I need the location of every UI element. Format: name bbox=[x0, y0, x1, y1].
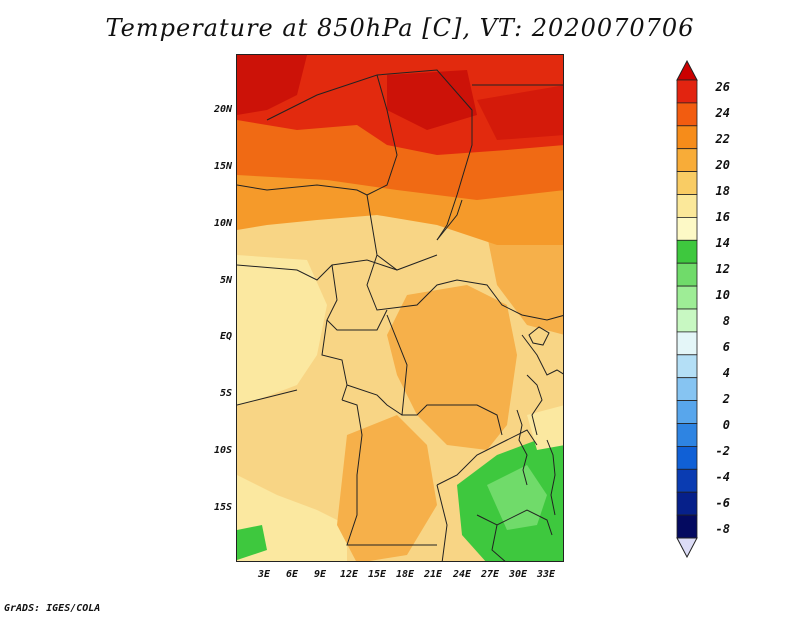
colorbar-label-8: 8 bbox=[722, 314, 730, 328]
colorbar-label-14: 14 bbox=[715, 236, 730, 250]
colorbar-label-minus-8: -8 bbox=[715, 522, 730, 536]
colorbar-label-12: 12 bbox=[715, 262, 730, 276]
band-26-plus-central bbox=[387, 70, 477, 130]
colorbar-label-26: 26 bbox=[715, 80, 730, 94]
colorbar-label-2: 2 bbox=[722, 392, 730, 406]
colorbar-label-18: 18 bbox=[715, 184, 730, 198]
lat-label-5n: 5N bbox=[219, 275, 232, 286]
band-14-16-west bbox=[237, 255, 327, 405]
lat-label-eq: EQ bbox=[219, 331, 232, 342]
colorbar-bottom-triangle bbox=[676, 537, 698, 558]
lon-label-15e: 15E bbox=[367, 569, 387, 580]
colorbar-label-4: 4 bbox=[722, 366, 730, 380]
band-18-20-south bbox=[337, 415, 437, 561]
lat-label-15s: 15S bbox=[213, 502, 232, 513]
colorbar-label-10: 10 bbox=[715, 288, 730, 302]
lon-label-30e: 30E bbox=[508, 569, 528, 580]
band-26-plus-east bbox=[477, 85, 563, 140]
colorbar-label-minus-6: -6 bbox=[715, 496, 730, 510]
lon-label-33e: 33E bbox=[536, 569, 556, 580]
lat-label-20n: 20N bbox=[213, 104, 232, 115]
lon-label-18e: 18E bbox=[395, 569, 415, 580]
band-14-16-east bbox=[527, 405, 563, 450]
lon-label-24e: 24E bbox=[452, 569, 472, 580]
band-10-14-southwest bbox=[237, 525, 267, 560]
colorbar-cells bbox=[676, 60, 698, 558]
grads-credit: GrADS: IGES/COLA bbox=[4, 603, 101, 614]
colorbar bbox=[676, 60, 698, 558]
colorbar-label-22: 22 bbox=[715, 132, 730, 146]
lat-label-10s: 10S bbox=[213, 445, 232, 456]
lon-label-27e: 27E bbox=[480, 569, 500, 580]
colorbar-label-0: 0 bbox=[722, 418, 730, 432]
lat-label-10n: 10N bbox=[213, 218, 232, 229]
colorbar-label-24: 24 bbox=[715, 106, 730, 120]
colorbar-label-minus-2: -2 bbox=[715, 444, 730, 458]
chart-title: Temperature at 850hPa [C], VT: 202007070… bbox=[105, 14, 695, 42]
lake-outlines bbox=[516, 326, 556, 516]
band-26-plus-west bbox=[237, 55, 307, 115]
map-canvas bbox=[237, 55, 563, 561]
lon-label-21e: 21E bbox=[423, 569, 443, 580]
lon-label-12e: 12E bbox=[339, 569, 359, 580]
colorbar-label-16: 16 bbox=[715, 210, 730, 224]
colorbar-label-minus-4: -4 bbox=[715, 470, 730, 484]
colorbar-top-triangle bbox=[676, 60, 698, 81]
lon-label-3e: 3E bbox=[257, 569, 271, 580]
lon-label-9e: 9E bbox=[313, 569, 327, 580]
lon-label-6e: 6E bbox=[285, 569, 299, 580]
band-12-14-southeast bbox=[487, 465, 547, 530]
country-borders bbox=[237, 69, 563, 561]
band-18-20-east bbox=[487, 225, 563, 335]
band-20-22 bbox=[237, 170, 563, 245]
colorbar-label-20: 20 bbox=[715, 158, 730, 172]
temperature-map bbox=[236, 54, 564, 562]
colorbar-label-6: 6 bbox=[722, 340, 730, 354]
lat-label-15n: 15N bbox=[213, 161, 232, 172]
lat-label-5s: 5S bbox=[219, 388, 232, 399]
